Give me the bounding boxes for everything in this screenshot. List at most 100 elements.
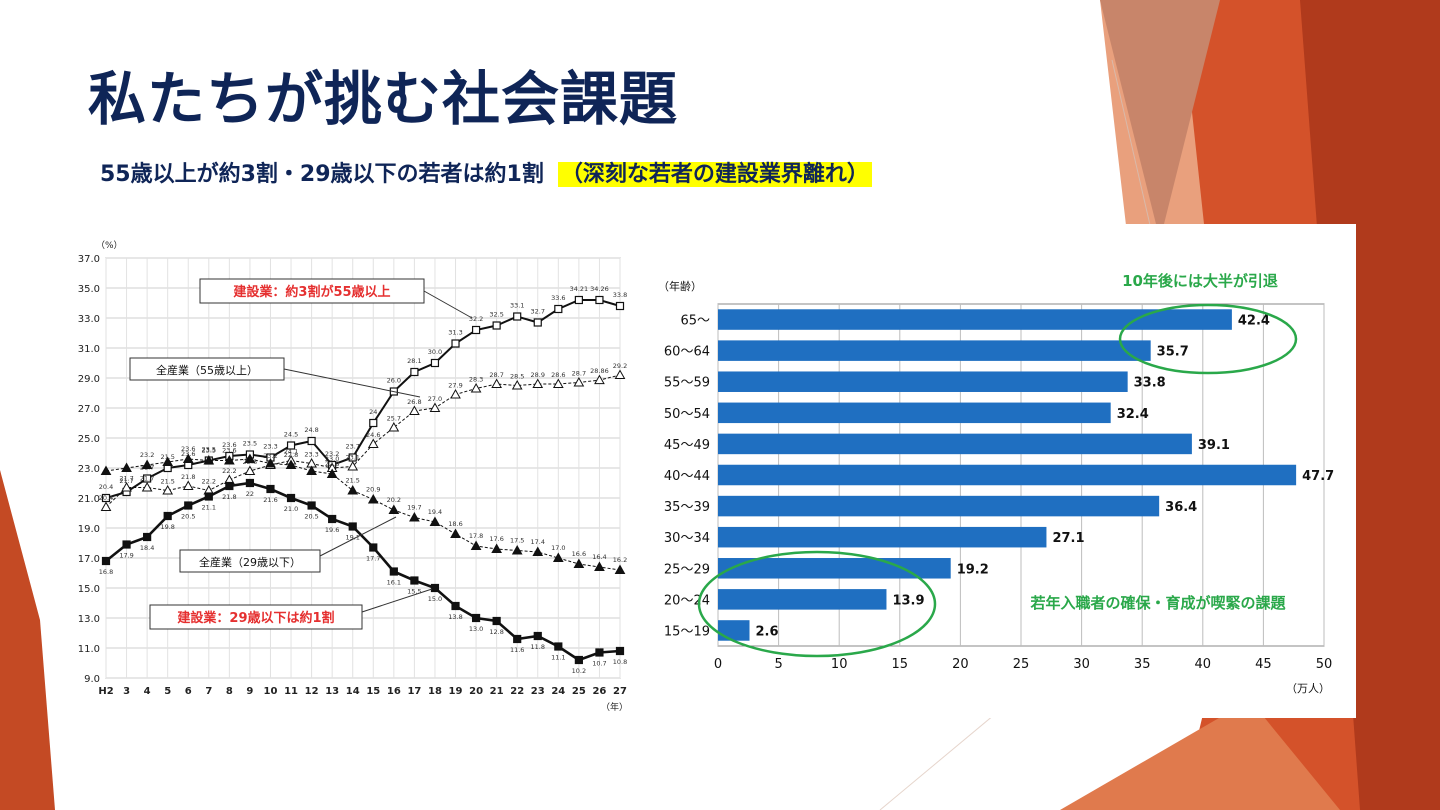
data-label: 18.6	[448, 520, 462, 528]
data-label: 28.9	[531, 371, 545, 379]
annotation-text: 建設業：約3割が55歳以上	[233, 284, 390, 300]
data-point	[162, 484, 174, 495]
data-label: 16.6	[572, 550, 586, 558]
x-tick-label: 26	[592, 686, 606, 697]
data-label: 33.6	[551, 294, 565, 302]
slide-subtitle: 55歳以上が約3割・29歳以下の若者は約1割 （深刻な若者の建設業界離れ）	[100, 156, 872, 188]
data-label: 23.2	[140, 451, 154, 459]
data-point	[245, 478, 255, 488]
data-point	[244, 465, 256, 475]
bar	[718, 309, 1232, 330]
data-label: 19.8	[160, 523, 174, 531]
data-point	[369, 543, 378, 552]
deco-shape-left-bottom	[0, 470, 55, 810]
data-label: 20.4	[99, 483, 113, 491]
data-label: 19.4	[428, 508, 442, 516]
data-label: 20.2	[387, 496, 401, 504]
bar	[718, 589, 887, 610]
data-point	[492, 321, 501, 330]
y-tick-label: 11.0	[78, 644, 100, 655]
data-point	[307, 501, 316, 510]
annotation-leader	[319, 516, 397, 557]
annotation-retire: 10年後には大半が引退	[1122, 272, 1278, 290]
x-tick-label: 24	[551, 686, 565, 697]
data-label: 13.8	[448, 613, 462, 621]
data-label: 34.26	[590, 285, 609, 293]
data-point	[348, 522, 357, 531]
data-label: 16.1	[387, 579, 401, 587]
data-label: 33.8	[613, 291, 627, 299]
x-tick-label: 15	[892, 657, 909, 672]
x-tick-label: 7	[205, 686, 212, 697]
data-point	[492, 616, 501, 626]
data-point	[594, 374, 605, 385]
data-label: 20.5	[304, 513, 318, 521]
deco-shape-bottom-right	[1060, 700, 1340, 810]
data-label: 22.2	[202, 478, 216, 486]
data-point	[369, 418, 378, 428]
annotation-leader	[283, 368, 421, 398]
data-label: 24.6	[366, 431, 380, 439]
deco-shape-right-dark	[1300, 0, 1440, 810]
x-tick-label: 4	[144, 686, 151, 697]
annotation-box	[179, 549, 321, 573]
data-point	[533, 631, 542, 641]
x-tick-label: 13	[325, 686, 339, 697]
annotation-box	[129, 357, 285, 381]
bar	[718, 464, 1297, 486]
x-tick-label: 11	[284, 686, 298, 697]
data-point	[554, 304, 563, 314]
x-axis-label: （年）	[601, 701, 628, 713]
category-label: 60～64	[664, 345, 710, 360]
data-point	[574, 295, 583, 305]
data-label: 23.6	[222, 447, 236, 455]
x-tick-label: 20	[469, 686, 483, 697]
y-tick-label: 17.0	[78, 554, 100, 565]
data-point	[162, 456, 174, 466]
data-point	[615, 301, 625, 311]
annotation-leader	[423, 290, 473, 319]
data-point	[573, 558, 585, 568]
highlight-ellipse-senior	[1118, 303, 1298, 375]
data-point	[409, 405, 420, 415]
y-tick-label: 23.0	[78, 464, 100, 475]
x-tick-label: 17	[407, 686, 421, 697]
value-label: 47.7	[1302, 469, 1334, 484]
data-label: 12.8	[489, 628, 503, 636]
data-label: 32.5	[489, 311, 503, 319]
data-point	[532, 378, 544, 388]
data-point	[552, 552, 564, 562]
data-point	[347, 484, 359, 495]
data-label: 22.8	[325, 460, 339, 468]
value-label: 39.1	[1198, 438, 1230, 453]
x-tick-label: 22	[510, 686, 524, 697]
deco-shape-right-shade	[1100, 0, 1220, 240]
deco-line-1	[1111, 59, 1151, 226]
data-label: 11.6	[510, 646, 524, 654]
y-tick-label: 21.0	[78, 494, 100, 505]
data-point	[595, 295, 604, 305]
y-tick-label: 9.0	[84, 674, 100, 685]
data-point	[451, 339, 460, 348]
data-point	[163, 511, 172, 521]
data-label: 33.1	[510, 302, 524, 310]
data-label: 22.8	[284, 451, 298, 459]
data-label: 11.8	[531, 643, 545, 651]
data-point	[450, 388, 461, 399]
data-point	[389, 567, 398, 576]
data-label: 26.8	[407, 398, 421, 406]
data-label: 17.6	[489, 535, 503, 543]
data-label: 24.1	[284, 448, 298, 456]
data-point	[101, 556, 111, 566]
data-label: 21.7	[119, 475, 133, 483]
data-label: 20.9	[366, 486, 380, 494]
series-line-2	[105, 458, 621, 571]
data-label: 17.8	[469, 532, 483, 540]
data-label: 10.8	[613, 658, 627, 666]
data-label: 11.1	[551, 654, 565, 662]
bar	[718, 402, 1111, 424]
data-label: 19.7	[407, 504, 421, 512]
data-label: 10.2	[572, 667, 586, 675]
x-tick-label: 6	[185, 686, 192, 697]
category-label: 55～59	[664, 376, 710, 391]
